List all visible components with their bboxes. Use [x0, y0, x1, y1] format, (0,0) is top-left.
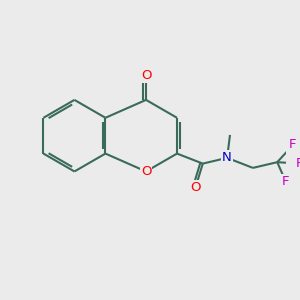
Text: F: F: [289, 139, 297, 152]
Text: F: F: [282, 175, 290, 188]
Text: O: O: [141, 165, 151, 178]
Text: O: O: [141, 69, 151, 82]
Text: N: N: [222, 152, 232, 164]
Text: O: O: [190, 181, 201, 194]
Text: F: F: [296, 157, 300, 170]
